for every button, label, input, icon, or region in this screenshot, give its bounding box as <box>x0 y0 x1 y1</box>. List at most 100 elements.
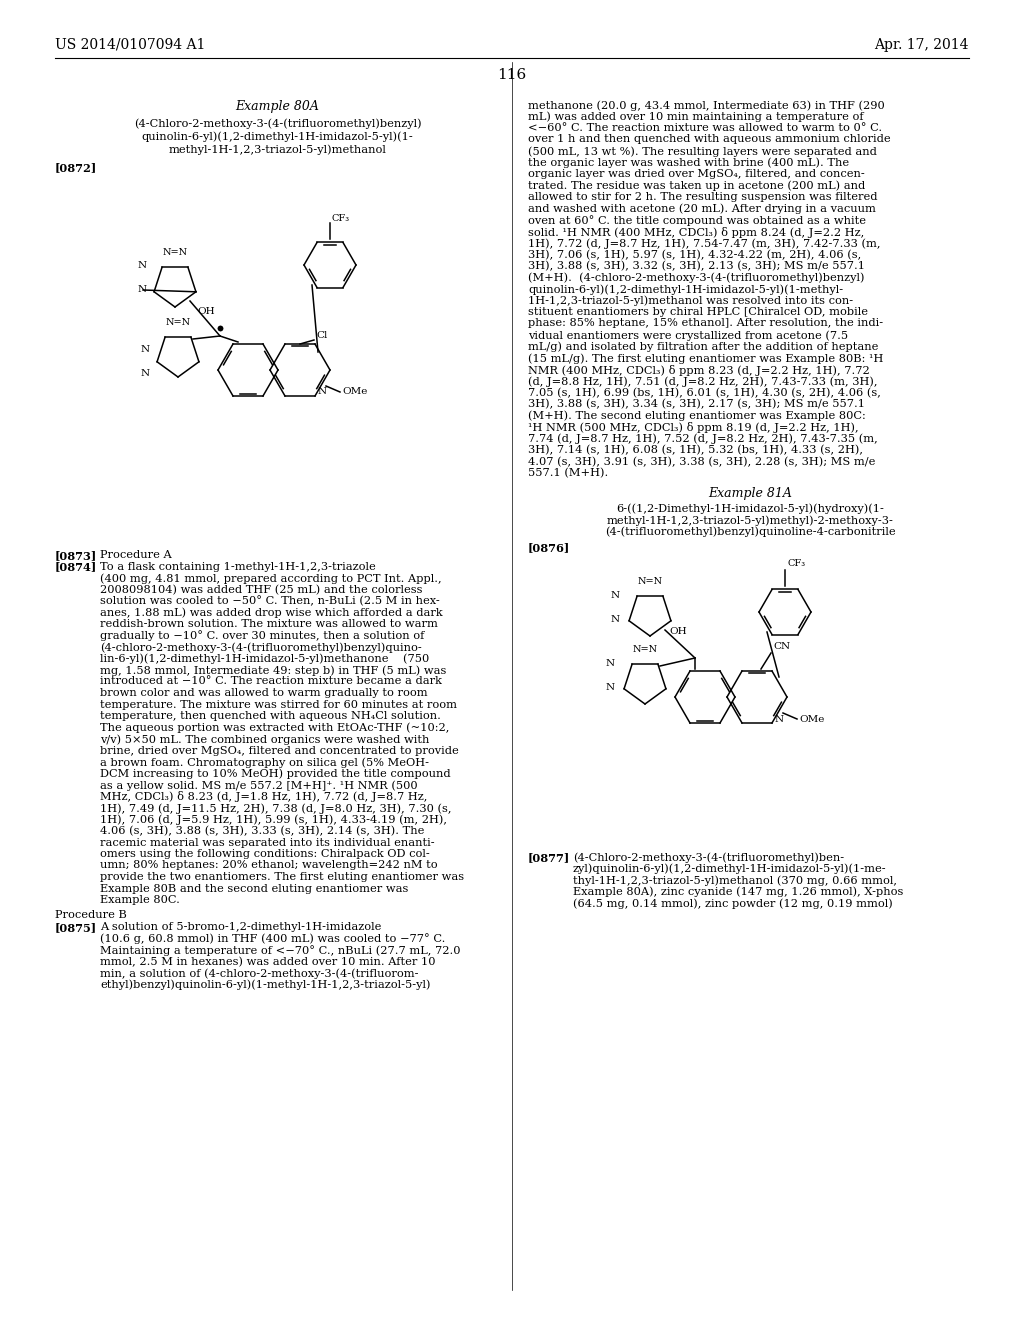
Text: umn; 80% heptanes: 20% ethanol; wavelength=242 nM to: umn; 80% heptanes: 20% ethanol; waveleng… <box>100 861 437 870</box>
Text: OH: OH <box>670 627 687 636</box>
Text: Procedure A: Procedure A <box>100 550 172 560</box>
Text: [0877]: [0877] <box>528 851 570 863</box>
Text: 3H), 7.14 (s, 1H), 6.08 (s, 1H), 5.32 (bs, 1H), 4.33 (s, 2H),: 3H), 7.14 (s, 1H), 6.08 (s, 1H), 5.32 (b… <box>528 445 863 455</box>
Text: N: N <box>606 660 615 668</box>
Text: (15 mL/g). The first eluting enantiomer was Example 80B: ¹H: (15 mL/g). The first eluting enantiomer … <box>528 352 884 363</box>
Text: N=N: N=N <box>166 318 190 327</box>
Text: Procedure B: Procedure B <box>55 911 127 920</box>
Text: US 2014/0107094 A1: US 2014/0107094 A1 <box>55 38 206 51</box>
Text: organic layer was dried over MgSO₄, filtered, and concen-: organic layer was dried over MgSO₄, filt… <box>528 169 864 180</box>
Text: N: N <box>611 591 620 601</box>
Text: thyl-1H-1,2,3-triazol-5-yl)methanol (370 mg, 0.66 mmol,: thyl-1H-1,2,3-triazol-5-yl)methanol (370… <box>573 875 897 886</box>
Text: mL/g) and isolated by filtration after the addition of heptane: mL/g) and isolated by filtration after t… <box>528 342 879 352</box>
Text: stituent enantiomers by chiral HPLC [Chiralcel OD, mobile: stituent enantiomers by chiral HPLC [Chi… <box>528 308 868 317</box>
Text: (4-Chloro-2-methoxy-3-(4-(trifluoromethyl)benzyl): (4-Chloro-2-methoxy-3-(4-(trifluoromethy… <box>134 117 421 128</box>
Text: trated. The residue was taken up in acetone (200 mL) and: trated. The residue was taken up in acet… <box>528 181 865 191</box>
Text: phase: 85% heptane, 15% ethanol]. After resolution, the indi-: phase: 85% heptane, 15% ethanol]. After … <box>528 318 883 329</box>
Text: N: N <box>138 260 147 269</box>
Text: The aqueous portion was extracted with EtOAc-THF (~10:2,: The aqueous portion was extracted with E… <box>100 722 450 733</box>
Text: Example 80C.: Example 80C. <box>100 895 180 906</box>
Text: 4.07 (s, 3H), 3.91 (s, 3H), 3.38 (s, 3H), 2.28 (s, 3H); MS m/e: 4.07 (s, 3H), 3.91 (s, 3H), 3.38 (s, 3H)… <box>528 457 876 467</box>
Text: [0873]: [0873] <box>55 550 97 561</box>
Text: 7.05 (s, 1H), 6.99 (bs, 1H), 6.01 (s, 1H), 4.30 (s, 2H), 4.06 (s,: 7.05 (s, 1H), 6.99 (bs, 1H), 6.01 (s, 1H… <box>528 388 881 397</box>
Text: 2008098104) was added THF (25 mL) and the colorless: 2008098104) was added THF (25 mL) and th… <box>100 585 423 595</box>
Text: anes, 1.88 mL) was added drop wise which afforded a dark: anes, 1.88 mL) was added drop wise which… <box>100 607 442 618</box>
Text: 4.06 (s, 3H), 3.88 (s, 3H), 3.33 (s, 3H), 2.14 (s, 3H). The: 4.06 (s, 3H), 3.88 (s, 3H), 3.33 (s, 3H)… <box>100 826 424 837</box>
Text: introduced at −10° C. The reaction mixture became a dark: introduced at −10° C. The reaction mixtu… <box>100 676 442 686</box>
Text: solution was cooled to −50° C. Then, n-BuLi (2.5 M in hex-: solution was cooled to −50° C. Then, n-B… <box>100 597 439 607</box>
Text: 116: 116 <box>498 69 526 82</box>
Text: (M+H).  (4-chloro-2-methoxy-3-(4-(trifluoromethyl)benzyl): (M+H). (4-chloro-2-methoxy-3-(4-(trifluo… <box>528 272 864 282</box>
Text: zyl)quinolin-6-yl)(1,2-dimethyl-1H-imidazol-5-yl)(1-me-: zyl)quinolin-6-yl)(1,2-dimethyl-1H-imida… <box>573 863 887 874</box>
Text: (400 mg, 4.81 mmol, prepared according to PCT Int. Appl.,: (400 mg, 4.81 mmol, prepared according t… <box>100 573 441 583</box>
Text: v/v) 5×50 mL. The combined organics were washed with: v/v) 5×50 mL. The combined organics were… <box>100 734 429 744</box>
Text: mmol, 2.5 M in hexanes) was added over 10 min. After 10: mmol, 2.5 M in hexanes) was added over 1… <box>100 957 435 966</box>
Text: N: N <box>318 388 327 396</box>
Text: CF₃: CF₃ <box>332 214 350 223</box>
Text: N: N <box>141 346 150 355</box>
Text: a brown foam. Chromatography on silica gel (5% MeOH-: a brown foam. Chromatography on silica g… <box>100 756 429 767</box>
Text: racemic material was separated into its individual enanti-: racemic material was separated into its … <box>100 837 434 847</box>
Text: methyl-1H-1,2,3-triazol-5-yl)methyl)-2-methoxy-3-: methyl-1H-1,2,3-triazol-5-yl)methyl)-2-m… <box>607 515 894 525</box>
Text: CF₃: CF₃ <box>787 558 805 568</box>
Text: reddish-brown solution. The mixture was allowed to warm: reddish-brown solution. The mixture was … <box>100 619 438 630</box>
Text: [0874]: [0874] <box>55 561 97 573</box>
Text: (10.6 g, 60.8 mmol) in THF (400 mL) was cooled to −77° C.: (10.6 g, 60.8 mmol) in THF (400 mL) was … <box>100 933 445 944</box>
Text: To a flask containing 1-methyl-1H-1,2,3-triazole: To a flask containing 1-methyl-1H-1,2,3-… <box>100 561 376 572</box>
Text: N: N <box>141 368 150 378</box>
Text: A solution of 5-bromo-1,2-dimethyl-1H-imidazole: A solution of 5-bromo-1,2-dimethyl-1H-im… <box>100 921 381 932</box>
Text: (d, J=8.8 Hz, 1H), 7.51 (d, J=8.2 Hz, 2H), 7.43-7.33 (m, 3H),: (d, J=8.8 Hz, 1H), 7.51 (d, J=8.2 Hz, 2H… <box>528 376 878 387</box>
Text: N: N <box>775 714 784 723</box>
Text: 557.1 (M+H).: 557.1 (M+H). <box>528 469 608 478</box>
Text: quinolin-6-yl)(1,2-dimethyl-1H-imidazol-5-yl)(1-methyl-: quinolin-6-yl)(1,2-dimethyl-1H-imidazol-… <box>528 284 843 294</box>
Text: 1H), 7.06 (d, J=5.9 Hz, 1H), 5.99 (s, 1H), 4.33-4.19 (m, 2H),: 1H), 7.06 (d, J=5.9 Hz, 1H), 5.99 (s, 1H… <box>100 814 447 825</box>
Text: Apr. 17, 2014: Apr. 17, 2014 <box>874 38 969 51</box>
Text: gradually to −10° C. over 30 minutes, then a solution of: gradually to −10° C. over 30 minutes, th… <box>100 631 424 642</box>
Text: NMR (400 MHz, CDCl₃) δ ppm 8.23 (d, J=2.2 Hz, 1H), 7.72: NMR (400 MHz, CDCl₃) δ ppm 8.23 (d, J=2.… <box>528 364 869 375</box>
Text: Example 80A), zinc cyanide (147 mg, 1.26 mmol), X-phos: Example 80A), zinc cyanide (147 mg, 1.26… <box>573 887 903 898</box>
Text: <−60° C. The reaction mixture was allowed to warm to 0° C.: <−60° C. The reaction mixture was allowe… <box>528 123 882 133</box>
Text: (64.5 mg, 0.14 mmol), zinc powder (12 mg, 0.19 mmol): (64.5 mg, 0.14 mmol), zinc powder (12 mg… <box>573 898 893 908</box>
Text: allowed to stir for 2 h. The resulting suspension was filtered: allowed to stir for 2 h. The resulting s… <box>528 191 878 202</box>
Text: MHz, CDCl₃) δ 8.23 (d, J=1.8 Hz, 1H), 7.72 (d, J=8.7 Hz,: MHz, CDCl₃) δ 8.23 (d, J=1.8 Hz, 1H), 7.… <box>100 792 427 803</box>
Text: ¹H NMR (500 MHz, CDCl₃) δ ppm 8.19 (d, J=2.2 Hz, 1H),: ¹H NMR (500 MHz, CDCl₃) δ ppm 8.19 (d, J… <box>528 422 859 433</box>
Text: Cl: Cl <box>316 331 328 341</box>
Text: over 1 h and then quenched with aqueous ammonium chloride: over 1 h and then quenched with aqueous … <box>528 135 891 144</box>
Text: N: N <box>606 682 615 692</box>
Text: mg, 1.58 mmol, Intermediate 49: step b) in THF (5 mL) was: mg, 1.58 mmol, Intermediate 49: step b) … <box>100 665 446 676</box>
Text: Example 81A: Example 81A <box>709 487 793 500</box>
Text: 7.74 (d, J=8.7 Hz, 1H), 7.52 (d, J=8.2 Hz, 2H), 7.43-7.35 (m,: 7.74 (d, J=8.7 Hz, 1H), 7.52 (d, J=8.2 H… <box>528 433 878 444</box>
Text: methyl-1H-1,2,3-triazol-5-yl)methanol: methyl-1H-1,2,3-triazol-5-yl)methanol <box>169 144 386 154</box>
Text: (4-Chloro-2-methoxy-3-(4-(trifluoromethyl)ben-: (4-Chloro-2-methoxy-3-(4-(trifluoromethy… <box>573 851 844 862</box>
Text: Example 80A: Example 80A <box>236 100 319 114</box>
Text: vidual enantiomers were crystallized from acetone (7.5: vidual enantiomers were crystallized fro… <box>528 330 848 341</box>
Text: N: N <box>138 285 147 294</box>
Text: brine, dried over MgSO₄, filtered and concentrated to provide: brine, dried over MgSO₄, filtered and co… <box>100 746 459 755</box>
Text: temperature, then quenched with aqueous NH₄Cl solution.: temperature, then quenched with aqueous … <box>100 711 441 721</box>
Text: as a yellow solid. MS m/e 557.2 [M+H]⁺. ¹H NMR (500: as a yellow solid. MS m/e 557.2 [M+H]⁺. … <box>100 780 418 791</box>
Text: solid. ¹H NMR (400 MHz, CDCl₃) δ ppm 8.24 (d, J=2.2 Hz,: solid. ¹H NMR (400 MHz, CDCl₃) δ ppm 8.2… <box>528 227 864 238</box>
Text: [0876]: [0876] <box>528 543 570 553</box>
Text: mL) was added over 10 min maintaining a temperature of: mL) was added over 10 min maintaining a … <box>528 111 863 121</box>
Text: lin-6-yl)(1,2-dimethyl-1H-imidazol-5-yl)methanone    (750: lin-6-yl)(1,2-dimethyl-1H-imidazol-5-yl)… <box>100 653 429 664</box>
Text: 1H), 7.49 (d, J=11.5 Hz, 2H), 7.38 (d, J=8.0 Hz, 3H), 7.30 (s,: 1H), 7.49 (d, J=11.5 Hz, 2H), 7.38 (d, J… <box>100 803 452 813</box>
Text: CN: CN <box>773 642 791 651</box>
Text: N=N: N=N <box>633 645 657 653</box>
Text: N: N <box>611 615 620 623</box>
Text: the organic layer was washed with brine (400 mL). The: the organic layer was washed with brine … <box>528 157 849 168</box>
Text: 6-((1,2-Dimethyl-1H-imidazol-5-yl)(hydroxy)(1-: 6-((1,2-Dimethyl-1H-imidazol-5-yl)(hydro… <box>616 503 885 513</box>
Text: [0875]: [0875] <box>55 921 97 933</box>
Text: (M+H). The second eluting enantiomer was Example 80C:: (M+H). The second eluting enantiomer was… <box>528 411 865 421</box>
Text: N=N: N=N <box>163 248 187 257</box>
Text: methanone (20.0 g, 43.4 mmol, Intermediate 63) in THF (290: methanone (20.0 g, 43.4 mmol, Intermedia… <box>528 100 885 111</box>
Text: quinolin-6-yl)(1,2-dimethyl-1H-imidazol-5-yl)(1-: quinolin-6-yl)(1,2-dimethyl-1H-imidazol-… <box>141 131 414 141</box>
Text: 3H), 3.88 (s, 3H), 3.32 (s, 3H), 2.13 (s, 3H); MS m/e 557.1: 3H), 3.88 (s, 3H), 3.32 (s, 3H), 2.13 (s… <box>528 261 865 272</box>
Text: [0872]: [0872] <box>55 162 97 173</box>
Text: OMe: OMe <box>342 388 368 396</box>
Text: 1H-1,2,3-triazol-5-yl)methanol was resolved into its con-: 1H-1,2,3-triazol-5-yl)methanol was resol… <box>528 296 853 306</box>
Text: 3H), 7.06 (s, 1H), 5.97 (s, 1H), 4.32-4.22 (m, 2H), 4.06 (s,: 3H), 7.06 (s, 1H), 5.97 (s, 1H), 4.32-4.… <box>528 249 861 260</box>
Text: oven at 60° C. the title compound was obtained as a white: oven at 60° C. the title compound was ob… <box>528 215 866 226</box>
Text: ethyl)benzyl)quinolin-6-yl)(1-methyl-1H-1,2,3-triazol-5-yl): ethyl)benzyl)quinolin-6-yl)(1-methyl-1H-… <box>100 979 430 990</box>
Text: provide the two enantiomers. The first eluting enantiomer was: provide the two enantiomers. The first e… <box>100 873 464 882</box>
Text: 3H), 3.88 (s, 3H), 3.34 (s, 3H), 2.17 (s, 3H); MS m/e 557.1: 3H), 3.88 (s, 3H), 3.34 (s, 3H), 2.17 (s… <box>528 399 865 409</box>
